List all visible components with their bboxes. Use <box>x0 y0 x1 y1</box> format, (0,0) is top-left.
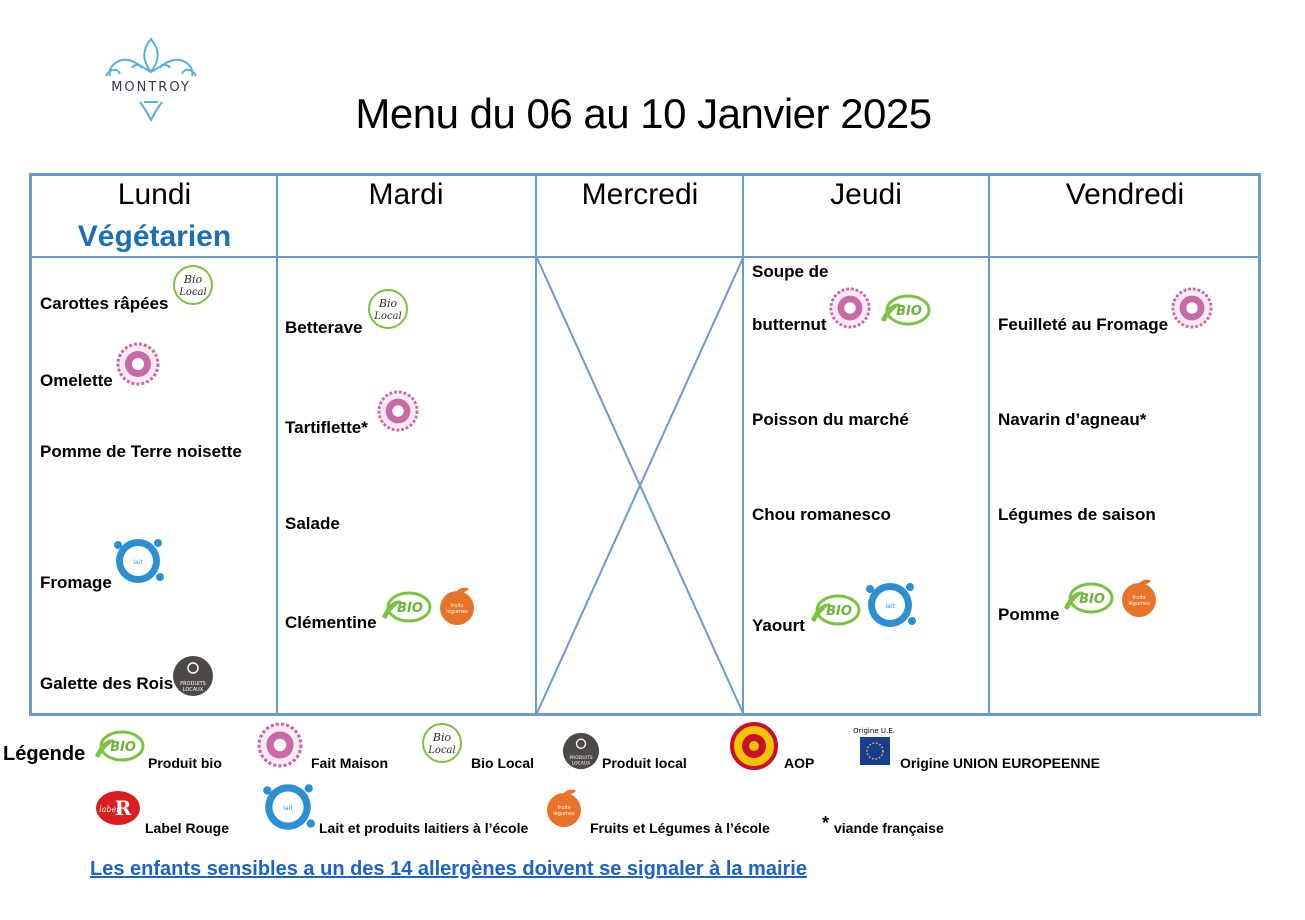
svg-text:fruits: fruits <box>1133 595 1146 601</box>
menu-table: Lundi Végétarien Mardi Mercredi Jeudi Ve… <box>29 173 1261 716</box>
svg-text:lait: lait <box>133 559 143 566</box>
page-title: Menu du 06 au 10 Janvier 2025 <box>355 90 932 137</box>
legend-label: Produit bio <box>148 755 222 771</box>
lait-ecole-icon: lait <box>263 784 315 830</box>
svg-text:lait: lait <box>885 603 895 610</box>
legend-label: Bio Local <box>471 755 535 771</box>
column-divider <box>988 176 990 713</box>
bio-local-icon: Bio Local <box>173 265 213 305</box>
menu-item: Tartiflette* <box>285 418 368 437</box>
legend-label: AOP <box>784 755 815 771</box>
svg-text:Bio: Bio <box>432 731 452 744</box>
day-header-jeudi: Jeudi <box>830 178 902 211</box>
svg-text:légumes: légumes <box>553 810 575 817</box>
menu-item: Pomme de Terre noisette <box>40 442 242 461</box>
menu-item: Omelette <box>40 371 113 390</box>
svg-text:PRODUITS: PRODUITS <box>569 755 592 761</box>
bio-local-icon: Bio Local <box>368 289 408 329</box>
column-divider <box>276 176 278 713</box>
svg-text:lait: lait <box>283 805 293 812</box>
brand-name: MONTROY <box>111 80 191 95</box>
allergen-notice-link[interactable]: Les enfants sensibles a un des 14 allerg… <box>90 858 807 880</box>
day-header-vendredi: Vendredi <box>1065 178 1185 211</box>
menu-item: Soupe de <box>752 262 829 281</box>
svg-text:légumes: légumes <box>446 608 468 615</box>
produit-local-icon: PRODUITS LOCAUX <box>173 656 213 696</box>
label-rouge-icon: label R <box>96 791 140 825</box>
svg-text:Bio: Bio <box>183 273 203 286</box>
closed-day-cross <box>537 258 743 713</box>
menu-item: Betterave <box>285 318 363 337</box>
produit-local-icon: PRODUITS LOCAUX <box>562 732 600 770</box>
fruits-legumes-ecole-icon: fruits légumes <box>547 789 581 827</box>
svg-text:BIO: BIO <box>896 304 922 319</box>
bio-icon: BIO <box>811 594 861 626</box>
origine-ue-icon: Origine U.E. <box>853 727 895 765</box>
fait-maison-icon <box>829 287 871 329</box>
fruits-legumes-ecole-icon: fruits légumes <box>1122 579 1156 617</box>
svg-text:légumes: légumes <box>1128 600 1150 607</box>
svg-text:Local: Local <box>178 287 206 298</box>
menu-item: Chou romanesco <box>752 505 891 524</box>
menu-item: Galette des Rois <box>40 674 174 693</box>
legend-label: viande française <box>834 820 944 836</box>
menu-item: Fromage <box>40 573 112 592</box>
fait-maison-icon <box>257 722 303 768</box>
menu-item: Yaourt <box>752 616 805 635</box>
bio-local-icon: Bio Local <box>422 723 462 763</box>
lait-ecole-icon: lait <box>866 583 916 627</box>
legend-label: Fait Maison <box>311 755 389 771</box>
menu-item: Feuilleté au Fromage <box>998 315 1169 334</box>
svg-text:Bio: Bio <box>378 297 398 310</box>
legend-label: Origine UNION EUROPEENNE <box>900 755 1100 771</box>
svg-text:fruits: fruits <box>451 603 464 609</box>
svg-text:BIO: BIO <box>1079 592 1105 607</box>
menu-item: Légumes de saison <box>998 505 1156 524</box>
legend-label: Fruits et Légumes à l’école <box>590 820 770 836</box>
menu-item: Pomme <box>998 605 1060 624</box>
fait-maison-icon <box>116 342 160 386</box>
svg-text:fruits: fruits <box>558 805 571 811</box>
legend-label: Label Rouge <box>145 820 230 836</box>
column-divider <box>535 176 537 713</box>
svg-text:BIO: BIO <box>397 601 423 616</box>
legend-label: Lait et produits laitiers à l’école <box>319 820 529 836</box>
column-divider <box>742 176 744 713</box>
bio-icon: BIO <box>1064 582 1114 614</box>
day-header-mardi: Mardi <box>368 178 444 211</box>
svg-text:LOCAUX: LOCAUX <box>183 687 204 693</box>
menu-item: Carottes râpées <box>40 294 169 313</box>
legend-title: Légende <box>3 743 86 765</box>
menu-item: Clémentine <box>285 613 377 632</box>
menu-item: Poisson du marché <box>752 410 909 429</box>
svg-text:label: label <box>99 805 119 814</box>
svg-text:R: R <box>115 796 132 820</box>
svg-text:Local: Local <box>427 745 455 756</box>
fleur-de-lis-icon <box>105 37 197 123</box>
theme-label: Végétarien <box>77 220 232 253</box>
svg-text:BIO: BIO <box>110 740 136 755</box>
fait-maison-icon <box>1171 287 1213 329</box>
legend-label: Produit local <box>602 755 687 771</box>
bio-icon: BIO <box>881 294 931 326</box>
svg-text:LOCAUX: LOCAUX <box>572 761 591 767</box>
fait-maison-icon <box>377 390 419 432</box>
day-header-lundi: Lundi <box>117 178 192 211</box>
menu-item: Salade <box>285 514 340 533</box>
bio-icon: BIO <box>382 591 432 623</box>
svg-text:BIO: BIO <box>826 604 852 619</box>
bio-icon: BIO <box>95 730 145 762</box>
aop-icon <box>730 722 778 770</box>
menu-item: butternut <box>752 315 827 334</box>
lait-ecole-icon: lait <box>114 539 164 583</box>
svg-text:PRODUITS: PRODUITS <box>180 681 206 687</box>
svg-text:Local: Local <box>373 311 401 322</box>
montroy-logo: MONTROY <box>96 36 206 123</box>
asterisk-icon: * <box>822 813 830 833</box>
svg-text:Origine U.E.: Origine U.E. <box>853 727 895 735</box>
fruits-legumes-ecole-icon: fruits légumes <box>440 587 474 625</box>
menu-item: Navarin d’agneau* <box>998 410 1147 429</box>
header-divider <box>32 256 1258 258</box>
day-header-mercredi: Mercredi <box>581 178 699 211</box>
